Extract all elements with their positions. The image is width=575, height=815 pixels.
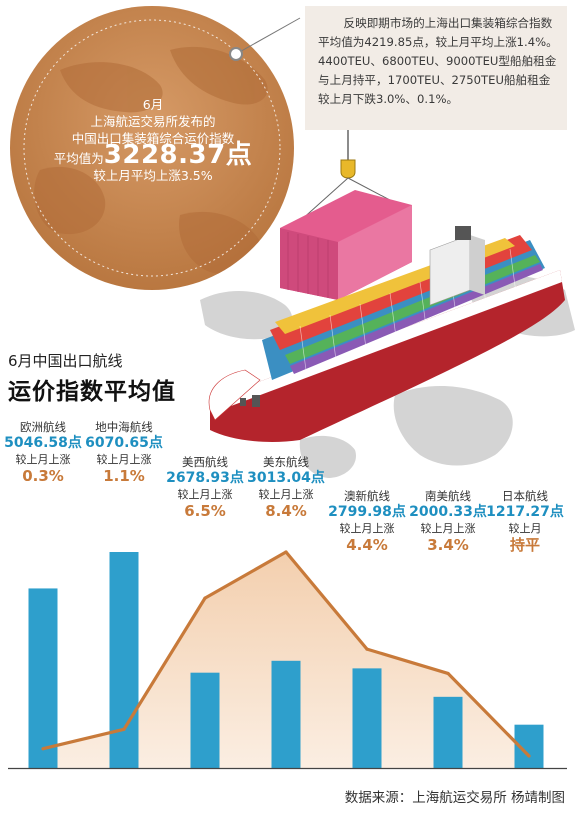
route-value-2: 2678.93点 bbox=[166, 470, 244, 486]
note-connector bbox=[229, 17, 301, 61]
route-name-3: 美东航线 bbox=[263, 455, 309, 469]
route-compare-1: 较上月上涨 bbox=[96, 453, 152, 466]
route-label-2: 美西航线 2678.93点 较上月上涨 6.5% bbox=[157, 455, 253, 521]
summary-circle bbox=[10, 6, 294, 290]
container-ship-illustration bbox=[208, 226, 565, 442]
change-point-4 bbox=[365, 647, 369, 651]
route-label-0: 欧洲航线 5046.58点 较上月上涨 0.3% bbox=[0, 420, 91, 486]
note-text: 反映即期市场的上海出口集装箱综合指数平均值为4219.85点，较上月平均上涨1.… bbox=[318, 16, 558, 106]
bar-4 bbox=[352, 668, 382, 768]
route-change-4: 4.4% bbox=[346, 536, 388, 554]
route-name-6: 日本航线 bbox=[502, 489, 548, 503]
circle-prefix: 平均值为 bbox=[53, 151, 104, 166]
ship-bridge bbox=[429, 226, 485, 306]
circle-line-average: 平均值为3228.37点 bbox=[38, 142, 268, 168]
change-point-2 bbox=[203, 596, 207, 600]
circle-summary-text: 6月 上海航运交易所发布的 中国出口集装箱综合运价指数 平均值为3228.37点… bbox=[38, 96, 268, 184]
route-change-2: 6.5% bbox=[184, 502, 226, 520]
route-value-4: 2799.98点 bbox=[328, 504, 406, 520]
route-label-5: 南美航线 2000.33点 较上月上涨 3.4% bbox=[400, 489, 496, 555]
ship-bow-mark bbox=[240, 395, 260, 407]
route-compare-6: 较上月 bbox=[508, 522, 542, 535]
route-label-1: 地中海航线 6070.65点 较上月上涨 1.1% bbox=[76, 420, 172, 486]
change-point-6 bbox=[527, 754, 531, 758]
route-change-5: 3.4% bbox=[427, 536, 469, 554]
circle-line-change: 较上月平均上涨3.5% bbox=[93, 168, 213, 183]
bar-2 bbox=[190, 672, 220, 768]
route-value-5: 2000.33点 bbox=[409, 504, 487, 520]
route-value-6: 1217.27点 bbox=[486, 504, 564, 520]
route-change-1: 1.1% bbox=[103, 467, 145, 485]
bar-3 bbox=[271, 660, 301, 768]
route-compare-0: 较上月上涨 bbox=[15, 453, 71, 466]
route-value-1: 6070.65点 bbox=[85, 435, 163, 451]
change-point-3 bbox=[284, 550, 288, 554]
crane-container-illustration bbox=[280, 130, 412, 300]
route-value-3: 3013.04点 bbox=[247, 470, 325, 486]
source-credit: 数据来源：上海航运交易所 杨靖制图 bbox=[344, 790, 565, 806]
chart-title-line1: 6月中国出口航线 bbox=[8, 352, 123, 370]
route-compare-2: 较上月上涨 bbox=[177, 488, 233, 501]
chart-title-line2: 运价指数平均值 bbox=[8, 379, 176, 405]
route-name-2: 美西航线 bbox=[182, 455, 228, 469]
route-change-0: 0.3% bbox=[22, 467, 64, 485]
bar-1 bbox=[109, 552, 139, 768]
bar-5 bbox=[433, 696, 463, 768]
change-point-0 bbox=[41, 747, 45, 751]
change-area bbox=[43, 552, 529, 768]
bar-chart bbox=[8, 550, 567, 770]
route-label-6: 日本航线 1217.27点 较上月 持平 bbox=[477, 489, 573, 555]
circle-line-publisher: 上海航运交易所发布的 bbox=[90, 114, 216, 129]
route-name-5: 南美航线 bbox=[425, 489, 471, 503]
bar-0 bbox=[28, 588, 58, 768]
change-point-1 bbox=[122, 727, 126, 731]
circle-line-index-name: 中国出口集装箱综合运价指数 bbox=[71, 131, 235, 146]
route-compare-4: 较上月上涨 bbox=[339, 522, 395, 535]
note-box bbox=[305, 6, 567, 130]
route-label-3: 美东航线 3013.04点 较上月上涨 8.4% bbox=[238, 455, 334, 521]
route-name-1: 地中海航线 bbox=[95, 420, 153, 434]
change-point-5 bbox=[446, 671, 450, 676]
circle-line-month: 6月 bbox=[142, 97, 164, 112]
route-label-4: 澳新航线 2799.98点 较上月上涨 4.4% bbox=[319, 489, 415, 555]
route-change-3: 8.4% bbox=[265, 502, 307, 520]
route-name-4: 澳新航线 bbox=[344, 489, 390, 503]
circle-big-value: 3228.37点 bbox=[103, 140, 253, 170]
route-change-6: 持平 bbox=[509, 536, 540, 554]
route-value-0: 5046.58点 bbox=[4, 435, 82, 451]
route-name-0: 欧洲航线 bbox=[20, 420, 66, 434]
route-compare-5: 较上月上涨 bbox=[420, 522, 476, 535]
route-compare-3: 较上月上涨 bbox=[258, 488, 314, 501]
